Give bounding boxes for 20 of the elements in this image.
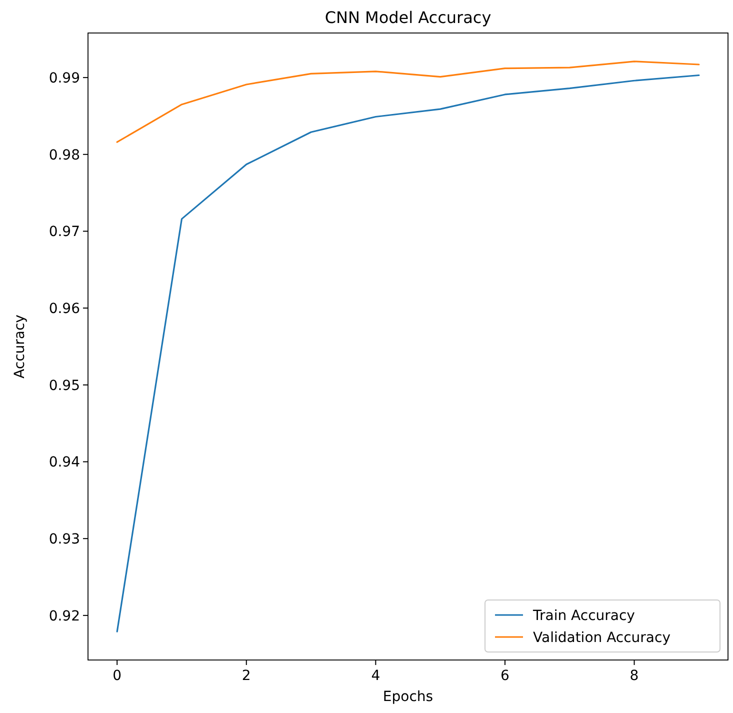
chart-title: CNN Model Accuracy [324,8,492,27]
line-series [116,60,700,143]
x-tick-label: 6 [500,668,510,684]
line-series [116,74,700,632]
x-axis-title: Epochs [382,689,434,705]
y-tick-label: 0.98 [48,147,80,164]
y-tick-label: 0.99 [48,70,80,86]
y-tick-label: 0.93 [48,531,80,548]
y-tick-label: 0.92 [48,608,80,624]
y-tick-label: 0.95 [48,378,80,394]
x-tick-label: 4 [371,668,380,684]
legend-label: Train Accuracy [532,608,635,624]
y-tick-label: 0.96 [48,300,80,317]
x-tick-label: 8 [630,668,639,684]
x-tick-label: 2 [242,668,251,684]
x-tick-label: 0 [112,668,122,684]
legend-label: Validation Accuracy [533,630,670,646]
y-tick-label: 0.97 [48,224,80,240]
y-axis-title: Accuracy [12,314,28,378]
y-tick-label: 0.94 [48,454,80,471]
